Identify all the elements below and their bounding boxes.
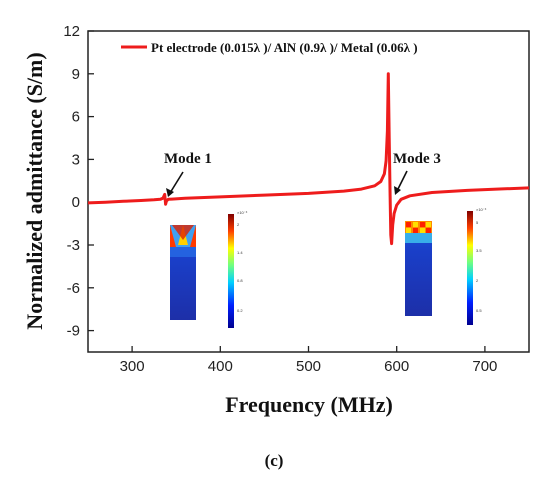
svg-text:0.2: 0.2: [237, 308, 243, 313]
y-tick-label: 0: [72, 194, 80, 211]
legend: Pt electrode (0.015λ )/ AlN (0.9λ )/ Met…: [121, 40, 418, 55]
svg-text:0.5: 0.5: [476, 308, 482, 313]
y-tick-label: -6: [67, 280, 80, 297]
svg-text:1.4: 1.4: [237, 250, 243, 255]
y-tick-label: 6: [72, 109, 80, 126]
x-tick-label: 300: [120, 358, 145, 375]
x-tick-label: 700: [472, 358, 497, 375]
annotation-mode-3-label: Mode 3: [393, 151, 441, 167]
y-tick-label: 12: [63, 23, 80, 40]
x-ticks: 300 400 500 600 700: [120, 346, 497, 375]
arrowhead-icon: [394, 186, 401, 195]
annotation-mode-1-arrow: [169, 171, 184, 194]
annotation-mode-1: Mode 1: [164, 151, 212, 197]
mode-3-colorbar: ×10⁻³ 5 3.5 2 0.5: [467, 207, 487, 325]
figure-caption: (c): [265, 451, 284, 470]
mode-1-colorbar: ×10⁻³ 2 1.4 0.8 0.2: [228, 210, 248, 328]
y-tick-label: 3: [72, 151, 80, 168]
annotation-mode-3: Mode 3: [393, 151, 441, 195]
svg-text:0.8: 0.8: [237, 278, 243, 283]
x-tick-label: 500: [296, 358, 321, 375]
x-tick-label: 400: [208, 358, 233, 375]
mode-3-field-inset: [405, 221, 432, 316]
svg-text:5: 5: [476, 220, 479, 225]
svg-text:×10⁻³: ×10⁻³: [237, 210, 248, 215]
x-axis-title: Frequency (MHz): [225, 392, 393, 417]
arrowhead-icon: [166, 188, 174, 197]
series-line-pt-electrode: [87, 72, 530, 246]
y-tick-label: -9: [67, 323, 80, 340]
y-axis-title: Normalized admittance (S/m): [22, 52, 47, 329]
y-tick-label: 9: [72, 66, 80, 83]
legend-label: Pt electrode (0.015λ )/ AlN (0.9λ )/ Met…: [151, 40, 418, 55]
annotation-mode-3-arrow: [396, 170, 408, 192]
svg-text:2: 2: [476, 278, 479, 283]
y-tick-label: -3: [67, 237, 80, 254]
mode-1-field-inset: [170, 225, 196, 320]
y-ticks: -9 -6 -3 0 3 6 9 12: [63, 23, 94, 340]
svg-text:×10⁻³: ×10⁻³: [476, 207, 487, 212]
annotation-mode-1-label: Mode 1: [164, 151, 212, 167]
svg-text:3.5: 3.5: [476, 248, 482, 253]
svg-text:2: 2: [237, 222, 240, 227]
x-tick-label: 600: [384, 358, 409, 375]
